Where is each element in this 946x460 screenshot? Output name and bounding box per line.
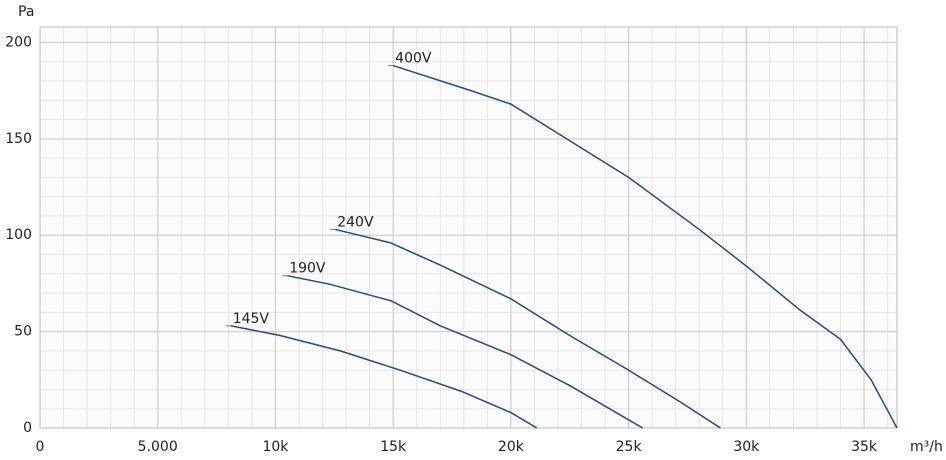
y-tick-label: 50	[14, 324, 32, 340]
x-tick-label: 5.000	[138, 439, 178, 455]
curve-label: 400V	[395, 51, 432, 67]
y-tick-label: 150	[5, 131, 32, 147]
x-tick-label: 15k	[380, 439, 407, 455]
curve	[392, 64, 898, 429]
x-tick-label: 0	[36, 439, 45, 455]
y-tick-label: 200	[5, 34, 32, 50]
y-axis-label: Pa	[18, 4, 34, 20]
curve	[230, 325, 538, 429]
plot-border	[39, 26, 898, 429]
x-tick-label: 30k	[733, 439, 760, 455]
curve	[287, 274, 644, 429]
x-tick-label: 20k	[498, 439, 525, 455]
curve-label: 240V	[337, 214, 374, 230]
x-tick-label: 10k	[262, 439, 289, 455]
plot-area	[40, 27, 897, 428]
curve-label: 145V	[233, 311, 270, 327]
y-tick-label: 0	[23, 420, 32, 436]
x-tick-label: 25k	[616, 439, 643, 455]
curve	[335, 228, 721, 429]
x-tick-label: 35k	[851, 439, 878, 455]
curve-label: 190V	[289, 261, 326, 277]
y-tick-label: 100	[5, 227, 32, 243]
x-axis-label: m³/h	[910, 439, 943, 455]
